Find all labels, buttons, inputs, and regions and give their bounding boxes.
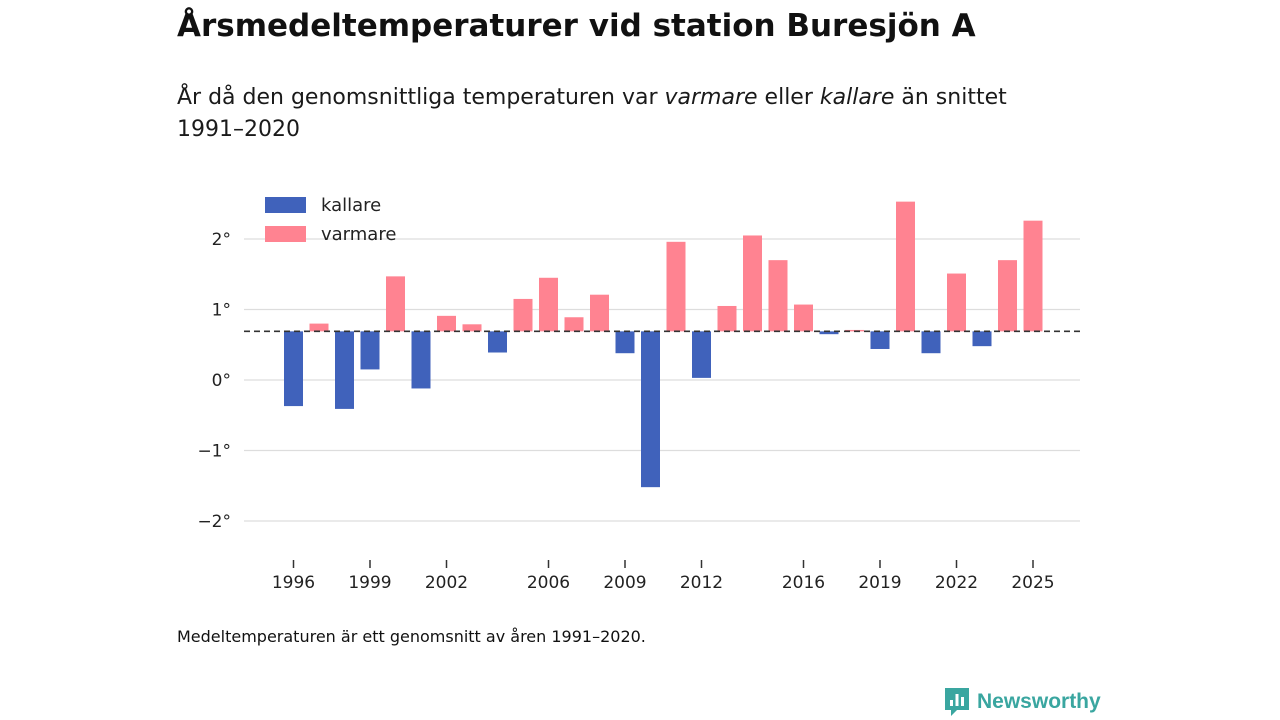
bar-2008 [590, 294, 609, 332]
bar-2020 [896, 201, 915, 332]
legend-swatch-varmare [265, 226, 306, 242]
bar-2022 [947, 273, 966, 332]
bar-2025 [1023, 220, 1043, 332]
bar-2001 [411, 331, 431, 389]
x-tick-label: 2022 [935, 573, 978, 593]
x-tick-label: 2012 [680, 573, 723, 593]
y-tick-label: 2° [212, 230, 231, 250]
footnote: Medeltemperaturen är ett genomsnitt av å… [177, 627, 646, 646]
bar-2023 [972, 331, 992, 347]
bar-1998 [335, 331, 354, 409]
y-tick-label: 1° [212, 301, 231, 321]
bar-2005 [513, 298, 533, 332]
bar-2017 [819, 331, 839, 335]
y-tick-label: −1° [197, 442, 231, 462]
legend: kallare varmare [265, 195, 396, 245]
bar-2010 [641, 331, 660, 488]
x-tick-label: 2025 [1011, 573, 1054, 593]
legend-swatch-kallare [265, 197, 306, 213]
legend-label-kallare: kallare [321, 195, 381, 216]
bar-2011 [666, 241, 686, 332]
x-axis: 1996 1999 2002 2006 2009 2012 2016 2019 2022 2025 [272, 560, 1055, 593]
x-tick-label: 2016 [782, 573, 825, 593]
bar-2016 [794, 304, 813, 332]
bar-2012 [692, 331, 711, 378]
x-tick-label: 1999 [348, 573, 391, 593]
bar-2021 [921, 331, 941, 354]
bar-2019 [870, 331, 890, 349]
brand-logo: Newsworthy [943, 686, 1101, 718]
bar-2003 [462, 324, 482, 332]
subtitle-warm-word: varmare [664, 85, 758, 110]
subtitle-text-2: eller [757, 85, 820, 110]
y-tick-label: 0° [212, 371, 231, 391]
x-tick-label: 2009 [603, 573, 646, 593]
bar-1997 [309, 323, 329, 332]
x-tick-label: 1996 [272, 573, 315, 593]
y-tick-label: −2° [197, 512, 231, 532]
gridlines [244, 238, 1080, 522]
y-axis: 2° 1° 0° −1° −2° [197, 230, 231, 532]
bar-2002 [437, 315, 456, 332]
legend-label-varmare: varmare [321, 224, 396, 245]
subtitle-text-3: än snittet 1991–2020 [177, 85, 1007, 142]
bar-2007 [564, 317, 584, 332]
bar-2004 [488, 331, 507, 353]
x-tick-label: 2006 [527, 573, 570, 593]
chart-subtitle: År då den genomsnittliga temperaturen va… [177, 82, 1057, 146]
subtitle-text-1: År då den genomsnittliga temperaturen va… [177, 85, 665, 110]
bar-2009 [615, 331, 635, 354]
bars [284, 201, 1043, 488]
chart-title: Årsmedeltemperaturer vid station Buresjö… [177, 8, 976, 44]
bar-2024 [998, 260, 1017, 332]
x-tick-label: 2002 [425, 573, 468, 593]
bar-2013 [717, 305, 737, 332]
newsworthy-logo-icon [945, 688, 969, 716]
bar-2000 [386, 276, 405, 332]
bar-2006 [539, 277, 558, 332]
bar-2014 [743, 235, 762, 332]
bar-1999 [360, 331, 380, 370]
x-tick-label: 2019 [858, 573, 901, 593]
subtitle-cold-word: kallare [819, 85, 895, 110]
bar-2015 [768, 260, 788, 332]
bar-1996 [284, 331, 303, 407]
brand-name: Newsworthy [977, 690, 1101, 713]
